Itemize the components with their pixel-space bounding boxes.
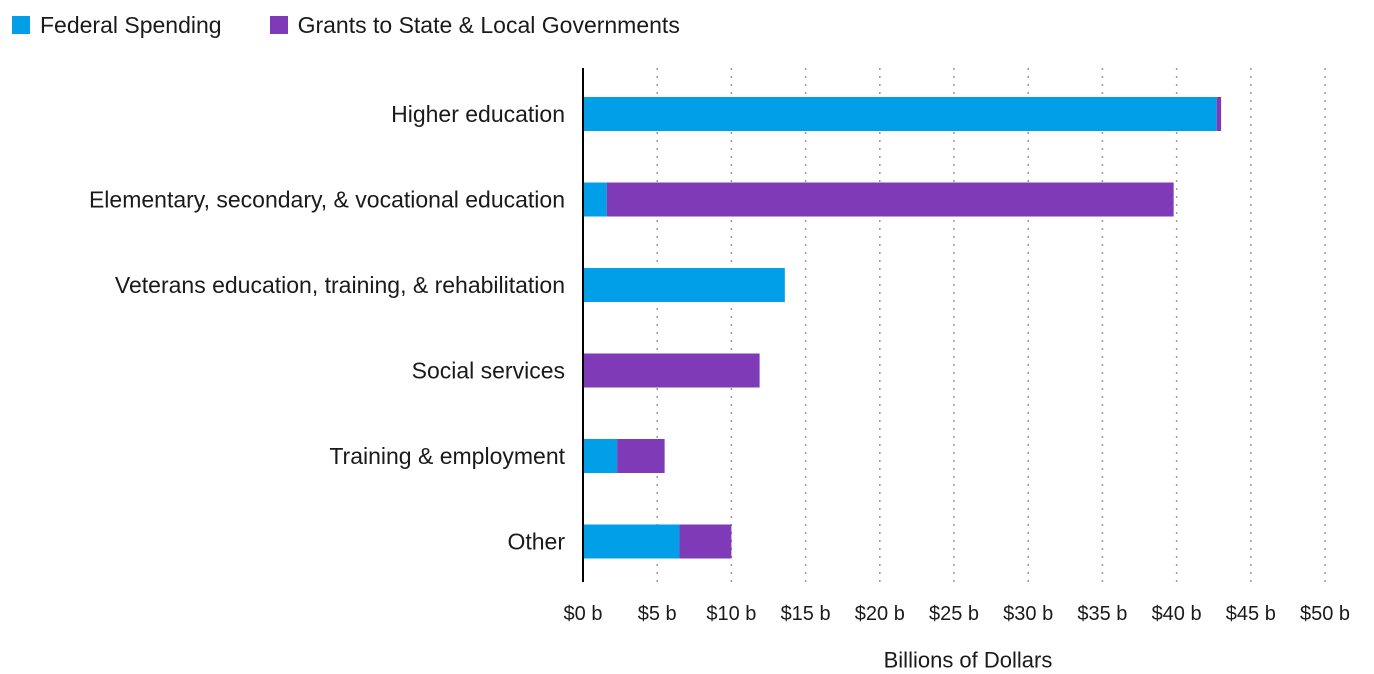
grid-lines [656, 68, 1326, 582]
bar-1-series-0 [583, 182, 607, 217]
legend: Federal Spending Grants to State & Local… [12, 10, 680, 40]
category-label-1: Elementary, secondary, & vocational educ… [89, 187, 565, 213]
category-label-3: Social services [412, 358, 565, 384]
x-tick-label-3: $15 b [781, 603, 831, 625]
x-tick-label-7: $35 b [1077, 603, 1127, 625]
x-tick-label-6: $30 b [1003, 603, 1053, 625]
category-label-0: Higher education [391, 101, 565, 127]
bar-1-series-1 [606, 182, 1174, 217]
x-tick-label-8: $40 b [1152, 603, 1202, 625]
legend-label-federal-spending: Federal Spending [40, 11, 222, 38]
legend-item-federal-spending: Federal Spending [12, 12, 222, 39]
category-label-2: Veterans education, training, & rehabili… [115, 272, 565, 298]
bar-4-series-0 [583, 439, 618, 473]
x-tick-label-9: $45 b [1226, 603, 1276, 625]
bar-0-series-1 [1216, 97, 1222, 131]
x-tick-label-1: $5 b [638, 603, 677, 625]
x-tick-label-10: $50 b [1300, 603, 1350, 625]
x-axis-title: Billions of Dollars [884, 648, 1053, 673]
bar-0-series-0 [583, 97, 1217, 131]
legend-swatch-federal-spending [12, 16, 30, 34]
legend-item-grants: Grants to State & Local Governments [269, 11, 680, 39]
x-tick-labels: $0 b $5 b $10 b $15 b $20 b $25 b $30 b $35 b $4… [564, 603, 1351, 625]
legend-swatch-grants [269, 16, 288, 34]
bar-4-series-1 [617, 439, 665, 473]
category-label-5: Other [507, 529, 565, 555]
category-label-4: Training & employment [329, 443, 565, 469]
bar-5-series-1 [679, 524, 732, 559]
x-tick-label-2: $10 b [706, 603, 756, 625]
x-tick-label-4: $20 b [855, 603, 905, 625]
x-tick-label-5: $25 b [929, 603, 979, 625]
legend-label-grants: Grants to State & Local Governments [297, 11, 680, 38]
category-labels: Higher education Elementary, secondary, &… [89, 101, 566, 555]
bar-2-series-0 [583, 268, 785, 302]
x-tick-label-0: $0 b [564, 603, 603, 625]
bar-5-series-0 [583, 524, 680, 559]
bar-3-series-1 [583, 353, 760, 388]
bars [583, 97, 1222, 559]
